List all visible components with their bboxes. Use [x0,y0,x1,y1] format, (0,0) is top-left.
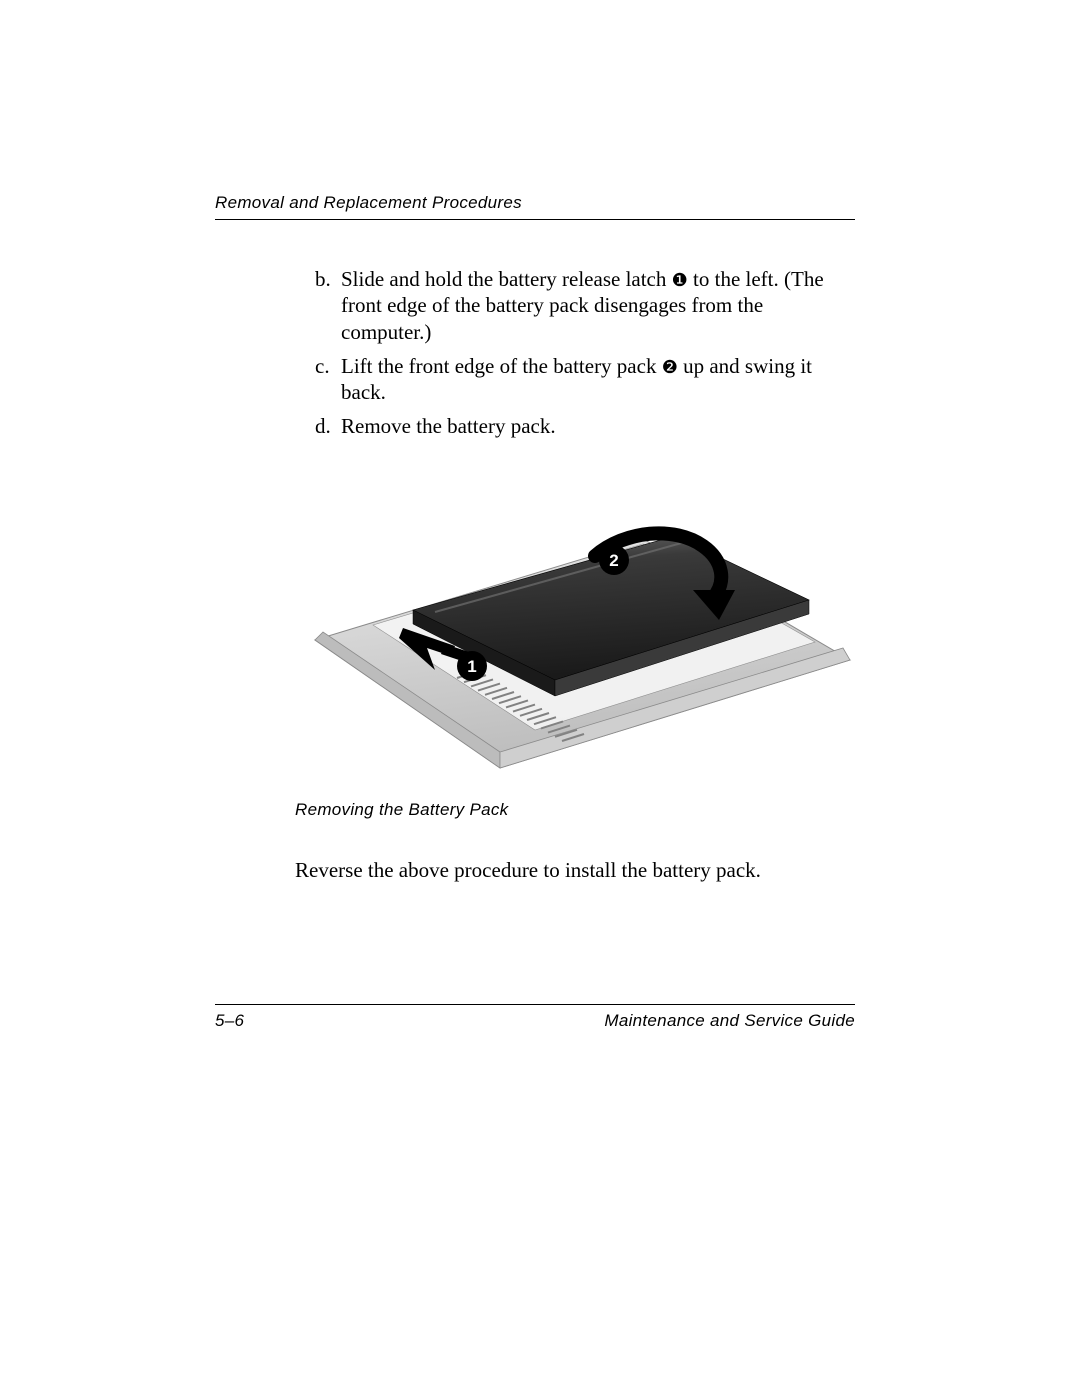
callout-ref-1-icon: ❶ [672,270,688,290]
figure-caption: Removing the Battery Pack [295,800,855,820]
footer-rule [215,1004,855,1005]
battery-diagram-icon: 12 [295,520,855,770]
step-text-before: Lift the front edge of the battery pack [341,354,662,378]
step-marker: b. [315,266,341,345]
step-b: b. Slide and hold the battery release la… [315,266,855,345]
closing-instruction: Reverse the above procedure to install t… [295,858,855,883]
step-text: Lift the front edge of the battery pack … [341,353,855,406]
page-number: 5–6 [215,1011,244,1031]
step-marker: d. [315,413,341,439]
page-footer: 5–6 Maintenance and Service Guide [215,1004,855,1031]
step-text: Slide and hold the battery release latch… [341,266,855,345]
svg-text:2: 2 [609,551,618,570]
step-marker: c. [315,353,341,406]
running-header: Removal and Replacement Procedures [215,193,855,213]
step-d: d. Remove the battery pack. [315,413,855,439]
step-text: Remove the battery pack. [341,413,855,439]
header-rule [215,219,855,220]
figure-battery-removal: 12 [295,520,855,770]
step-text-before: Remove the battery pack. [341,414,556,438]
step-text-before: Slide and hold the battery release latch [341,267,672,291]
procedure-steps: b. Slide and hold the battery release la… [315,266,855,440]
doc-title: Maintenance and Service Guide [604,1011,855,1031]
callout-ref-2-icon: ❷ [662,357,678,377]
page-content: Removal and Replacement Procedures b. Sl… [215,193,855,883]
svg-text:1: 1 [467,657,476,676]
step-c: c. Lift the front edge of the battery pa… [315,353,855,406]
